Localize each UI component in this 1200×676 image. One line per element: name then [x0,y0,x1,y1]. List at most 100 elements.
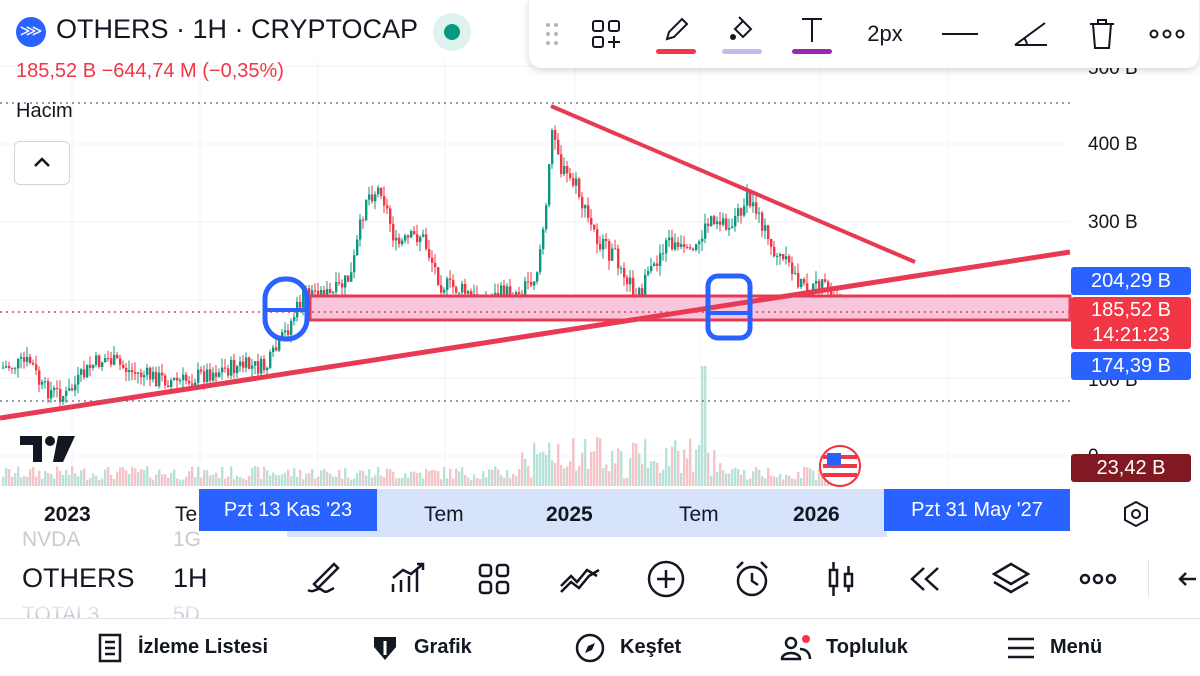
chart-area[interactable]: ⋙ OTHERS · 1H · CRYPTOCAP 185,52 B −644,… [0,0,1200,540]
volume-bar [254,466,257,486]
drawing-toolbar: 2px [529,0,1199,68]
drag-handle[interactable] [537,0,567,68]
candle-body [206,369,209,382]
ascending-trendline [0,249,1071,421]
volume-bar [107,466,110,486]
candles-icon[interactable] [818,556,864,602]
nav-community[interactable]: Topluluk [780,619,908,676]
candle-body [38,370,41,385]
volume-bar [2,476,5,486]
volume-bar [17,466,20,486]
volume-bar [179,479,182,486]
chart-grid [0,60,1070,488]
volume-bar [557,443,560,486]
angle-button[interactable] [1007,0,1057,68]
candle-body [353,255,356,273]
candle-body [29,356,32,364]
drawing-handle-right[interactable] [705,273,753,341]
volume-bar [581,452,584,486]
candle-body [449,278,452,280]
volume-bar [731,469,734,486]
fill-color-button[interactable] [717,0,767,68]
layout-grid-icon[interactable] [471,556,517,602]
line-color-button[interactable] [651,0,701,68]
timeframe-selector[interactable]: 1H [173,563,208,593]
candle-body [182,374,185,381]
candle-body [659,253,662,266]
back-arrow-icon[interactable] [1170,556,1200,602]
candle-body [248,357,251,369]
candle-body [551,130,554,165]
candle-body [350,272,353,282]
indicators-icon[interactable] [385,556,431,602]
volume-bar [779,473,782,486]
candle-body [275,347,278,351]
nav-explore[interactable]: Keşfet [574,619,681,676]
nav-menu[interactable]: Menü [1006,619,1102,676]
candle-body [311,290,314,295]
volume-bar [773,476,776,486]
price-chart[interactable] [0,0,1200,540]
candle-body [374,194,377,202]
candle-body [215,372,218,377]
volume-bar [98,479,101,486]
volume-bar [464,475,467,486]
volume-bar [32,467,35,486]
volume-bar [530,477,533,486]
market-status-icon[interactable] [433,13,471,51]
candle-body [686,247,689,249]
volume-bar [245,479,248,486]
volume-bar [38,470,41,486]
add-plus-icon[interactable] [643,556,689,602]
volume-bar [719,463,722,486]
volume-bar [713,450,716,486]
candle-body [608,241,611,261]
more-horizontal-icon[interactable] [1075,556,1121,602]
volume-bar [677,450,680,486]
replay-rewind-icon[interactable] [902,556,948,602]
drawing-handle-left[interactable] [262,276,310,342]
volume-bar [65,469,68,486]
candle-body [5,365,8,368]
candle-body [41,381,44,385]
object-tree-button[interactable] [581,0,631,68]
text-color-button[interactable] [787,0,837,68]
chart-settings-button[interactable] [1122,500,1150,533]
candle-body [260,358,263,374]
layers-icon[interactable] [988,556,1034,602]
line-style-button[interactable] [935,0,985,68]
volume-bars [2,366,842,486]
candle-body [95,355,98,365]
candle-body [230,359,233,376]
time-label: 2023 [44,503,91,526]
candle-body [92,364,95,368]
volume-bar [437,471,440,486]
volume-bar [764,478,767,486]
nav-chart[interactable]: Grafik [370,619,472,676]
symbol-title[interactable]: OTHERS · 1H · CRYPTOCAP [56,14,419,44]
nav-watchlist[interactable]: İzleme Listesi [96,619,268,676]
collapse-indicators-button[interactable] [14,141,70,185]
us-flag-icon[interactable] [819,445,861,487]
symbol-selector[interactable]: OTHERS [22,563,135,593]
candle-body [629,277,632,285]
alarm-clock-icon[interactable] [729,556,775,602]
candle-body [692,248,695,250]
volume-bar [734,467,737,486]
drawing-tools-icon[interactable] [300,556,346,602]
volume-bar [548,442,551,486]
volume-bar [326,471,329,486]
candle-body [143,375,146,378]
compare-lines-icon[interactable] [557,556,603,602]
volume-bar [659,472,662,486]
more-options-button[interactable] [1144,0,1190,68]
candle-body [596,229,599,244]
candle-body [233,359,236,374]
candle-body [584,205,587,209]
volume-bar [356,473,359,486]
volume-bar [83,468,86,486]
line-width-button[interactable]: 2px [867,21,903,46]
delete-drawing-button[interactable] [1077,0,1127,68]
volume-indicator-label[interactable]: Hacim [16,100,73,122]
volume-bar [683,449,686,486]
